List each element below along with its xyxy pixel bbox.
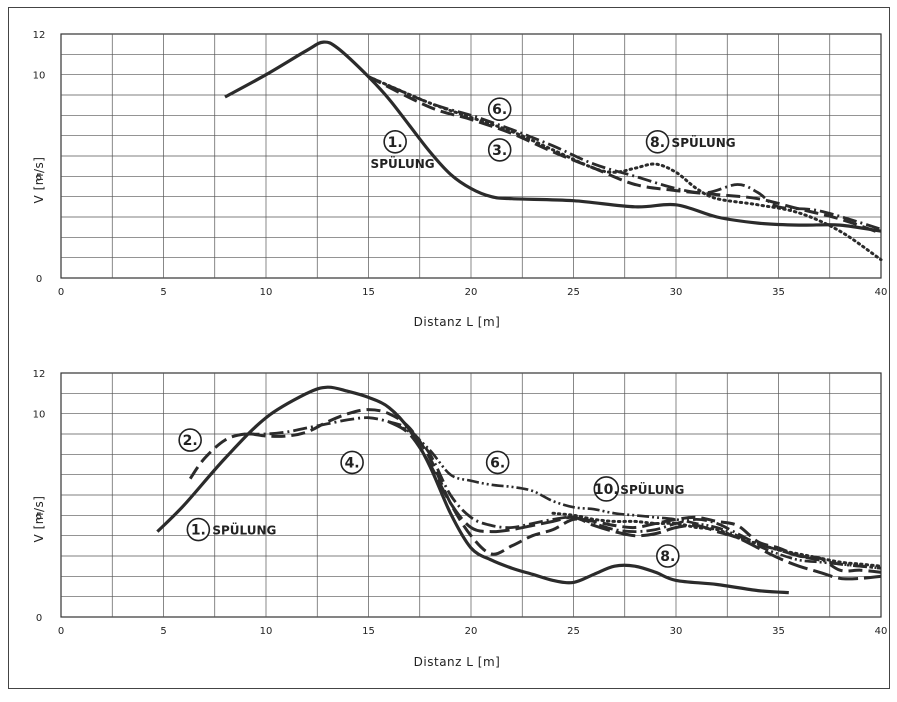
y-tick-labels-top: 0 5 10 12: [33, 30, 46, 285]
callout-text: SPÜLUNG: [212, 523, 276, 538]
series-line-8-bottom: [388, 420, 882, 581]
chart-svg: 0 5 10 15 20 25 30 35 40 0 5 10 12 Distanz L [m] V …: [32, 30, 887, 669]
x-tick-label: 5: [160, 287, 166, 298]
x-tick-label: 15: [362, 287, 375, 298]
callout-circle: [593, 476, 620, 502]
series-line-6-bottom: [388, 420, 882, 570]
callout-circle: [383, 129, 407, 154]
y-tick-labels-bottom: 0 5 10 12: [33, 369, 46, 624]
x-tick-label: 30: [670, 287, 683, 298]
series-line-1-top: [224, 40, 882, 233]
series-line-8-top: [367, 75, 883, 262]
x-tick-label: 0: [58, 287, 64, 298]
annotations-top: 1. SPÜLUNG 6. 3. 8. SPÜLUNG: [371, 97, 736, 171]
series-line-1-bottom: [156, 385, 789, 595]
callout-circle: [645, 129, 670, 154]
grid-top: [60, 33, 882, 279]
x-tick-label: 0: [58, 626, 64, 637]
x-tick-label: 35: [772, 626, 785, 637]
chart-panel-top: 0 5 10 15 20 25 30 35 40 0 5 10 12 Distanz L [m] V …: [32, 30, 887, 329]
callout-number: 1.: [191, 523, 206, 539]
callout-circle: [487, 97, 512, 122]
callout-number: 4.: [345, 455, 360, 471]
callout-text: SPÜLUNG: [371, 156, 435, 171]
chart-panel-bottom: 0 5 10 15 20 25 30 35 40 0 5 10 12 Distanz L [m] V …: [32, 369, 887, 669]
callout-number: 1.: [388, 135, 403, 151]
callout-circle: [485, 450, 510, 475]
y-tick-label: 5: [36, 172, 42, 183]
callout-text: SPÜLUNG: [620, 482, 684, 497]
x-tick-label: 5: [160, 626, 166, 637]
callout-number: 6.: [492, 102, 507, 118]
x-tick-label: 20: [465, 626, 478, 637]
x-tick-label: 10: [260, 287, 273, 298]
callout-text: SPÜLUNG: [672, 135, 736, 150]
x-tick-label: 35: [772, 287, 785, 298]
y-tick-label: 10: [33, 71, 46, 82]
grid-bottom: [60, 372, 882, 618]
series-line-4-bottom: [245, 416, 882, 570]
y-tick-label: 0: [36, 613, 42, 624]
x-tick-labels-top: 0 5 10 15 20 25 30 35 40: [58, 287, 888, 298]
x-tick-label: 40: [875, 626, 888, 637]
x-tick-labels-bottom: 0 5 10 15 20 25 30 35 40: [58, 626, 888, 637]
callout-circle: [487, 138, 512, 162]
callout-circle: [655, 544, 680, 568]
y-tick-label: 12: [33, 30, 46, 41]
callout-circle: [186, 517, 211, 542]
series-line-3-top: [367, 75, 882, 235]
y-axis-title-bottom: V [m/s]: [32, 496, 46, 543]
x-tick-label: 15: [362, 626, 375, 637]
x-axis-title-top: Distanz L [m]: [414, 315, 501, 329]
callout-number: 3.: [492, 143, 507, 159]
callout-number: 10.: [594, 482, 619, 498]
x-tick-label: 25: [567, 287, 580, 298]
callout-number: 2.: [183, 433, 198, 449]
series-layer-bottom: [156, 385, 883, 595]
y-tick-label: 5: [36, 511, 42, 522]
x-tick-label: 25: [567, 626, 580, 637]
x-tick-label: 10: [260, 626, 273, 637]
callout-number: 8.: [660, 549, 675, 565]
x-tick-label: 30: [670, 626, 683, 637]
callout-circle: [178, 428, 202, 452]
callout-number: 8.: [650, 135, 665, 151]
series-line-10-bottom: [551, 511, 883, 568]
figure-panel: 0 5 10 15 20 25 30 35 40 0 5 10 12 Distanz L [m] V …: [8, 7, 890, 689]
y-tick-label: 10: [33, 410, 46, 421]
callout-number: 6.: [490, 455, 505, 471]
series-layer-top: [224, 40, 883, 262]
y-tick-label: 0: [36, 274, 42, 285]
y-tick-label: 12: [33, 369, 46, 380]
callout-circle: [340, 450, 364, 475]
x-tick-label: 40: [875, 287, 888, 298]
x-axis-title-bottom: Distanz L [m]: [414, 655, 501, 669]
y-axis-title-top: V [m/s]: [32, 157, 46, 204]
x-tick-label: 20: [465, 287, 478, 298]
